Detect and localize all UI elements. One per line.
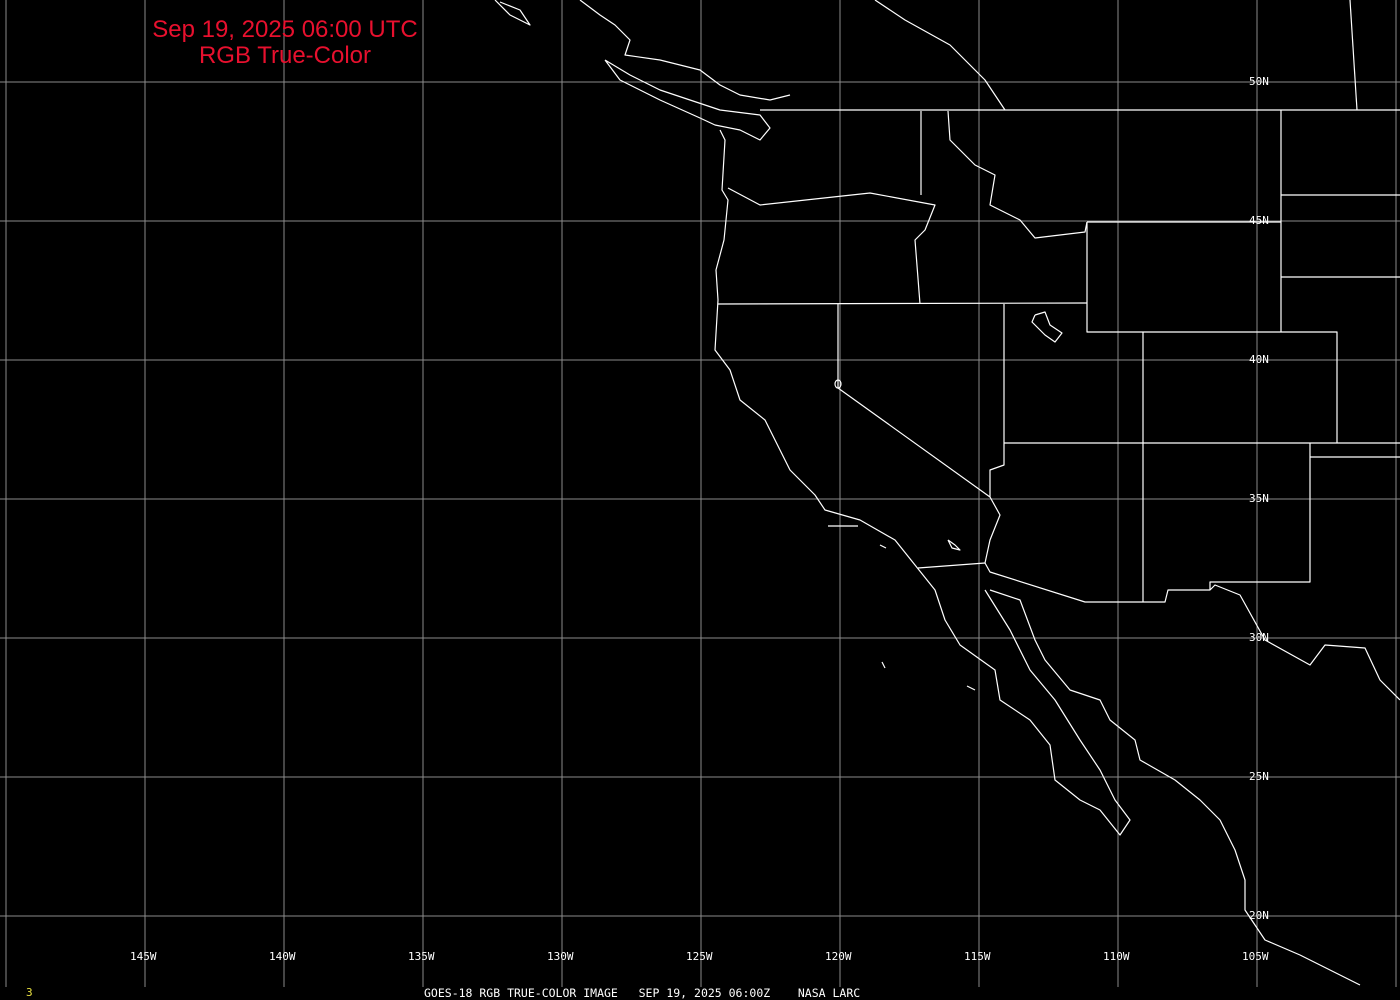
channel-islands [828,525,887,549]
product-name-title: RGB True-Color [198,42,372,69]
latitude-label: 30N [1249,631,1269,644]
salton-sea [947,539,961,551]
or-south-border [717,302,1088,305]
wa-or-border [727,187,936,305]
coastlines-and-borders [494,0,1400,986]
ca-nv-border [837,304,991,498]
us-mexico-border [917,562,1400,701]
longitude-label: 135W [408,950,435,963]
latitude-label: 25N [1249,770,1269,783]
bc-coast [579,0,791,101]
id-wy-ut-border [1086,222,1338,443]
longitude-label: 145W [130,950,157,963]
latitude-label: 20N [1249,909,1269,922]
us-west-coast [714,129,1131,836]
longitude-label: 130W [547,950,574,963]
latitude-label: 35N [1249,492,1269,505]
latitude-label: 45N [1249,214,1269,227]
nv-east-border [984,304,1005,564]
vancouver-island [604,59,771,141]
canada-province-border-2 [1349,0,1358,111]
longitude-label: 125W [686,950,713,963]
latitude-label: 40N [1249,353,1269,366]
id-mt-border [947,110,1088,239]
image-caption: GOES-18 RGB TRUE-COLOR IMAGE SEP 19, 202… [424,986,861,1000]
longitude-label: 140W [269,950,296,963]
frame-number: 3 [26,986,33,999]
nm-border [1209,443,1311,590]
great-salt-lake [1031,311,1063,343]
mexico-mainland-coast [989,589,1361,986]
longitude-label: 110W [1103,950,1130,963]
canada-province-border [874,0,1006,111]
baja-islands [881,661,976,691]
longitude-label: 120W [825,950,852,963]
longitude-label: 105W [1242,950,1269,963]
latitude-label: 50N [1249,75,1269,88]
lake-tahoe [834,379,842,389]
longitude-label: 115W [964,950,991,963]
canada-coast [494,0,531,26]
image-timestamp-title: Sep 19, 2025 06:00 UTC [152,16,418,43]
